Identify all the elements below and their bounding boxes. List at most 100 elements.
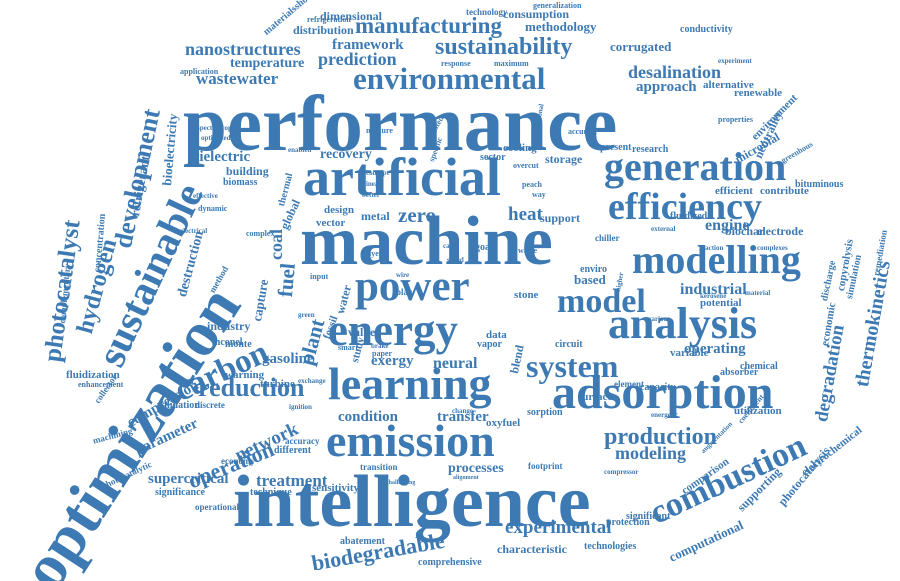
word: alternative: [703, 79, 754, 91]
word: sustainability: [435, 34, 573, 60]
word: utilization: [734, 405, 782, 417]
word: refrigeration: [307, 15, 351, 24]
word: biomass: [223, 177, 258, 188]
word: change: [452, 407, 473, 415]
word: artificial: [303, 147, 501, 207]
word: waste: [518, 246, 538, 255]
word: complex: [246, 229, 275, 238]
word: capacity: [640, 382, 676, 393]
word: research: [632, 144, 669, 155]
word: efficiency: [608, 186, 763, 228]
word: learning: [328, 358, 492, 409]
word: electrochemical: [799, 424, 865, 479]
word: intelligence: [233, 461, 591, 543]
word: absorber: [720, 367, 759, 378]
word: performance: [183, 81, 618, 168]
word: fluidized: [670, 211, 708, 222]
word: overcut: [513, 161, 539, 170]
word: ignition: [289, 403, 312, 411]
word: efficient: [715, 185, 753, 197]
word: vapor: [477, 339, 502, 350]
word: value: [348, 325, 376, 339]
word: supercritical: [148, 471, 229, 487]
word: industry: [207, 319, 251, 333]
word: challenging: [386, 480, 416, 486]
word: electrode: [757, 224, 804, 238]
word: processes: [448, 461, 504, 476]
word: variable: [670, 347, 709, 359]
word: gasoline: [262, 351, 314, 367]
word: temperature: [230, 56, 305, 71]
word: transfer: [437, 409, 489, 425]
word: engine: [705, 217, 750, 234]
word: application: [180, 67, 219, 76]
word: biochar: [725, 224, 765, 238]
word: power: [355, 263, 470, 310]
word: cooling: [503, 142, 537, 154]
word: alignment: [453, 475, 479, 481]
word: compressor: [604, 468, 639, 476]
word: environmental: [353, 61, 546, 96]
word: energy: [328, 305, 458, 355]
word: complexes: [757, 244, 788, 252]
word: capture: [249, 278, 272, 323]
word: wire: [396, 271, 410, 279]
word: maximum: [494, 59, 529, 68]
word: solar: [393, 287, 412, 297]
word: effective: [193, 192, 218, 200]
word: framework: [332, 37, 404, 53]
word: concept: [366, 169, 389, 177]
word: accuracy: [285, 436, 320, 446]
word: condition: [338, 409, 399, 425]
word: external: [651, 225, 676, 233]
word: machine: [300, 203, 553, 280]
word: smart: [338, 343, 358, 352]
word: sensitivity: [312, 482, 360, 494]
word: dimensional: [320, 9, 383, 23]
word: contribute: [760, 185, 809, 197]
word: validation: [157, 400, 200, 411]
word: material: [745, 289, 771, 297]
word: sorption: [527, 407, 563, 418]
word: based: [574, 272, 606, 287]
word: generalization: [533, 1, 582, 10]
word: way: [532, 190, 546, 199]
word: manufacturing: [355, 13, 502, 38]
word: reduction: [198, 373, 305, 402]
word: monte: [225, 339, 252, 350]
word: better: [362, 191, 380, 199]
word: oxyfuel: [486, 417, 521, 429]
word: discrete: [195, 400, 225, 410]
word: technique: [250, 487, 292, 498]
word: zero: [398, 203, 437, 227]
word: modeling: [615, 443, 687, 463]
word: comprehensive: [418, 557, 482, 568]
word: fluidization: [66, 369, 120, 381]
word: fuel: [273, 262, 300, 298]
word: linear: [364, 180, 382, 188]
word: inconel: [212, 337, 243, 348]
word: renewable: [734, 87, 783, 99]
word: carlo: [443, 242, 459, 250]
word: response: [441, 59, 471, 68]
word: element: [614, 379, 644, 389]
word: building: [226, 164, 269, 178]
word: dielectric: [191, 149, 251, 165]
word: enhancement: [78, 380, 124, 389]
word: significance: [155, 487, 205, 498]
word: prediction: [318, 49, 397, 69]
word: design: [324, 204, 354, 216]
word: warning: [225, 369, 265, 381]
word: vector: [316, 217, 346, 229]
word: adsorption: [552, 366, 774, 419]
word: methodology: [525, 19, 597, 34]
word: footprint: [528, 461, 563, 471]
word: exergy: [371, 353, 414, 369]
word: data: [486, 329, 507, 341]
word: emission: [326, 415, 495, 466]
word: stone: [514, 289, 539, 301]
word: plant: [294, 316, 330, 368]
word: enviro: [580, 264, 608, 275]
word: surface: [578, 391, 613, 403]
